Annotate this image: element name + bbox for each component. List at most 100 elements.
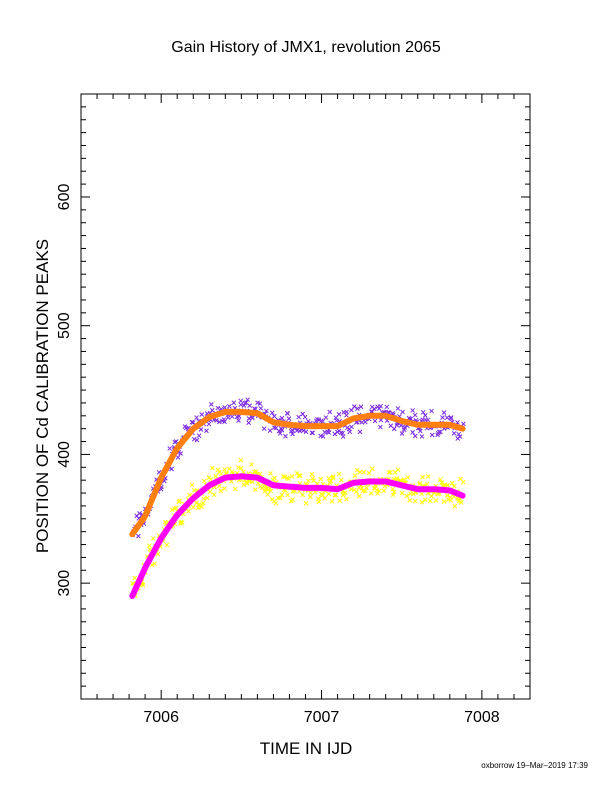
lower-data-point: [147, 543, 152, 549]
lower-data-point: [375, 491, 381, 496]
upper-data-point: [451, 431, 457, 436]
upper-data-point: [323, 415, 329, 420]
lower-data-point: [361, 469, 367, 475]
upper-data-point: [384, 404, 390, 410]
lower-data-point: [427, 498, 433, 504]
upper-data-point: [419, 434, 425, 439]
lower-data-point: [222, 467, 228, 472]
lower-data-point: [268, 488, 273, 494]
lower-data-point: [311, 478, 316, 484]
lower-data-point: [420, 474, 425, 480]
lower-data-point: [362, 488, 368, 494]
upper-data-point: [208, 401, 214, 407]
lower-data-point: [445, 482, 451, 488]
lower-data-point: [177, 498, 182, 504]
lower-data-point: [318, 476, 324, 482]
lower-data-point: [249, 462, 254, 467]
x-tick-label: 7006: [143, 709, 179, 726]
footer-stamp: oxborrow 19–Mar–2019 17:39: [481, 761, 588, 770]
lower-data-point: [250, 479, 255, 485]
lower-data-point: [376, 488, 382, 494]
lower-data-point: [265, 492, 271, 497]
lower-data-point: [190, 504, 196, 510]
x-tick-label: 7008: [464, 709, 500, 726]
lower-data-point: [422, 497, 428, 503]
lower-data-point: [356, 493, 362, 499]
lower-data-point: [268, 470, 273, 476]
lower-data-point: [433, 498, 439, 503]
lower-data-point: [201, 496, 207, 502]
lower-data-point: [441, 499, 447, 505]
upper-data-point: [444, 415, 450, 420]
lower-data-point: [300, 492, 306, 498]
lower-data-point: [320, 492, 325, 498]
lower-data-point: [419, 491, 424, 497]
upper-data-point: [279, 415, 285, 421]
lower-data-point: [189, 482, 195, 488]
upper-data-point: [391, 426, 397, 432]
upper-data-point: [247, 403, 252, 408]
lower-data-point: [186, 508, 191, 514]
lower-data-point: [437, 477, 443, 482]
lower-data-point: [152, 561, 157, 567]
upper-data-point: [395, 406, 401, 411]
lower-data-point: [201, 478, 207, 484]
upper-data-point: [412, 433, 418, 439]
lower-data-point: [333, 492, 339, 498]
upper-data-point: [441, 410, 447, 415]
lower-data-point: [238, 457, 244, 463]
lower-data-point: [279, 492, 285, 498]
lower-data-point: [211, 492, 217, 498]
upper-data-point: [215, 405, 221, 411]
lower-data-point: [303, 500, 309, 506]
lower-data-point: [330, 475, 336, 481]
lower-data-point: [322, 495, 328, 501]
lower-data-point: [285, 476, 291, 482]
lower-data-point: [330, 474, 336, 479]
y-axis-label: POSITION OF Cd CALIBRATION PEAKS: [33, 239, 52, 553]
upper-data-point: [173, 439, 179, 444]
upper-data-point: [461, 421, 466, 427]
upper-data-point: [436, 429, 442, 435]
upper-data-point: [226, 403, 232, 409]
upper-data-point: [355, 406, 360, 411]
upper-data-point: [320, 434, 326, 439]
lower-data-point: [451, 483, 457, 489]
upper-data-point: [303, 429, 309, 435]
upper-data-point: [410, 430, 416, 435]
lower-data-point: [373, 484, 379, 489]
upper-data-point: [326, 430, 332, 435]
upper-data-point: [456, 431, 462, 437]
upper-data-point: [371, 406, 377, 412]
upper-data-point: [199, 412, 205, 417]
upper-data-point: [358, 404, 364, 410]
lower-data-point: [179, 520, 185, 525]
lower-data-point: [204, 495, 210, 501]
upper-data-point: [222, 419, 227, 425]
upper-data-point: [300, 428, 306, 434]
upper-data-point: [310, 430, 316, 436]
x-tick-label: 7007: [304, 709, 340, 726]
lower-data-point: [238, 465, 244, 471]
upper-data-point: [169, 466, 174, 472]
lower-data-point: [394, 476, 400, 481]
y-tick-label: 300: [56, 570, 73, 597]
upper-data-point: [257, 401, 263, 406]
upper-data-point: [175, 455, 181, 460]
upper-data-point: [429, 432, 435, 438]
lower-data-point: [412, 498, 418, 504]
upper-data-point: [229, 414, 235, 419]
upper-data-point: [372, 418, 378, 424]
upper-data-point: [225, 415, 231, 420]
lower-data-point: [253, 487, 258, 492]
lower-data-point: [391, 489, 397, 495]
lower-data-point: [404, 493, 410, 499]
upper-data-point: [204, 428, 209, 434]
upper-data-point: [362, 419, 368, 425]
upper-data-point: [422, 413, 428, 418]
upper-data-point: [338, 430, 344, 436]
lower-data-point: [281, 474, 286, 479]
upper-data-point: [283, 433, 288, 439]
upper-data-point: [198, 427, 204, 432]
